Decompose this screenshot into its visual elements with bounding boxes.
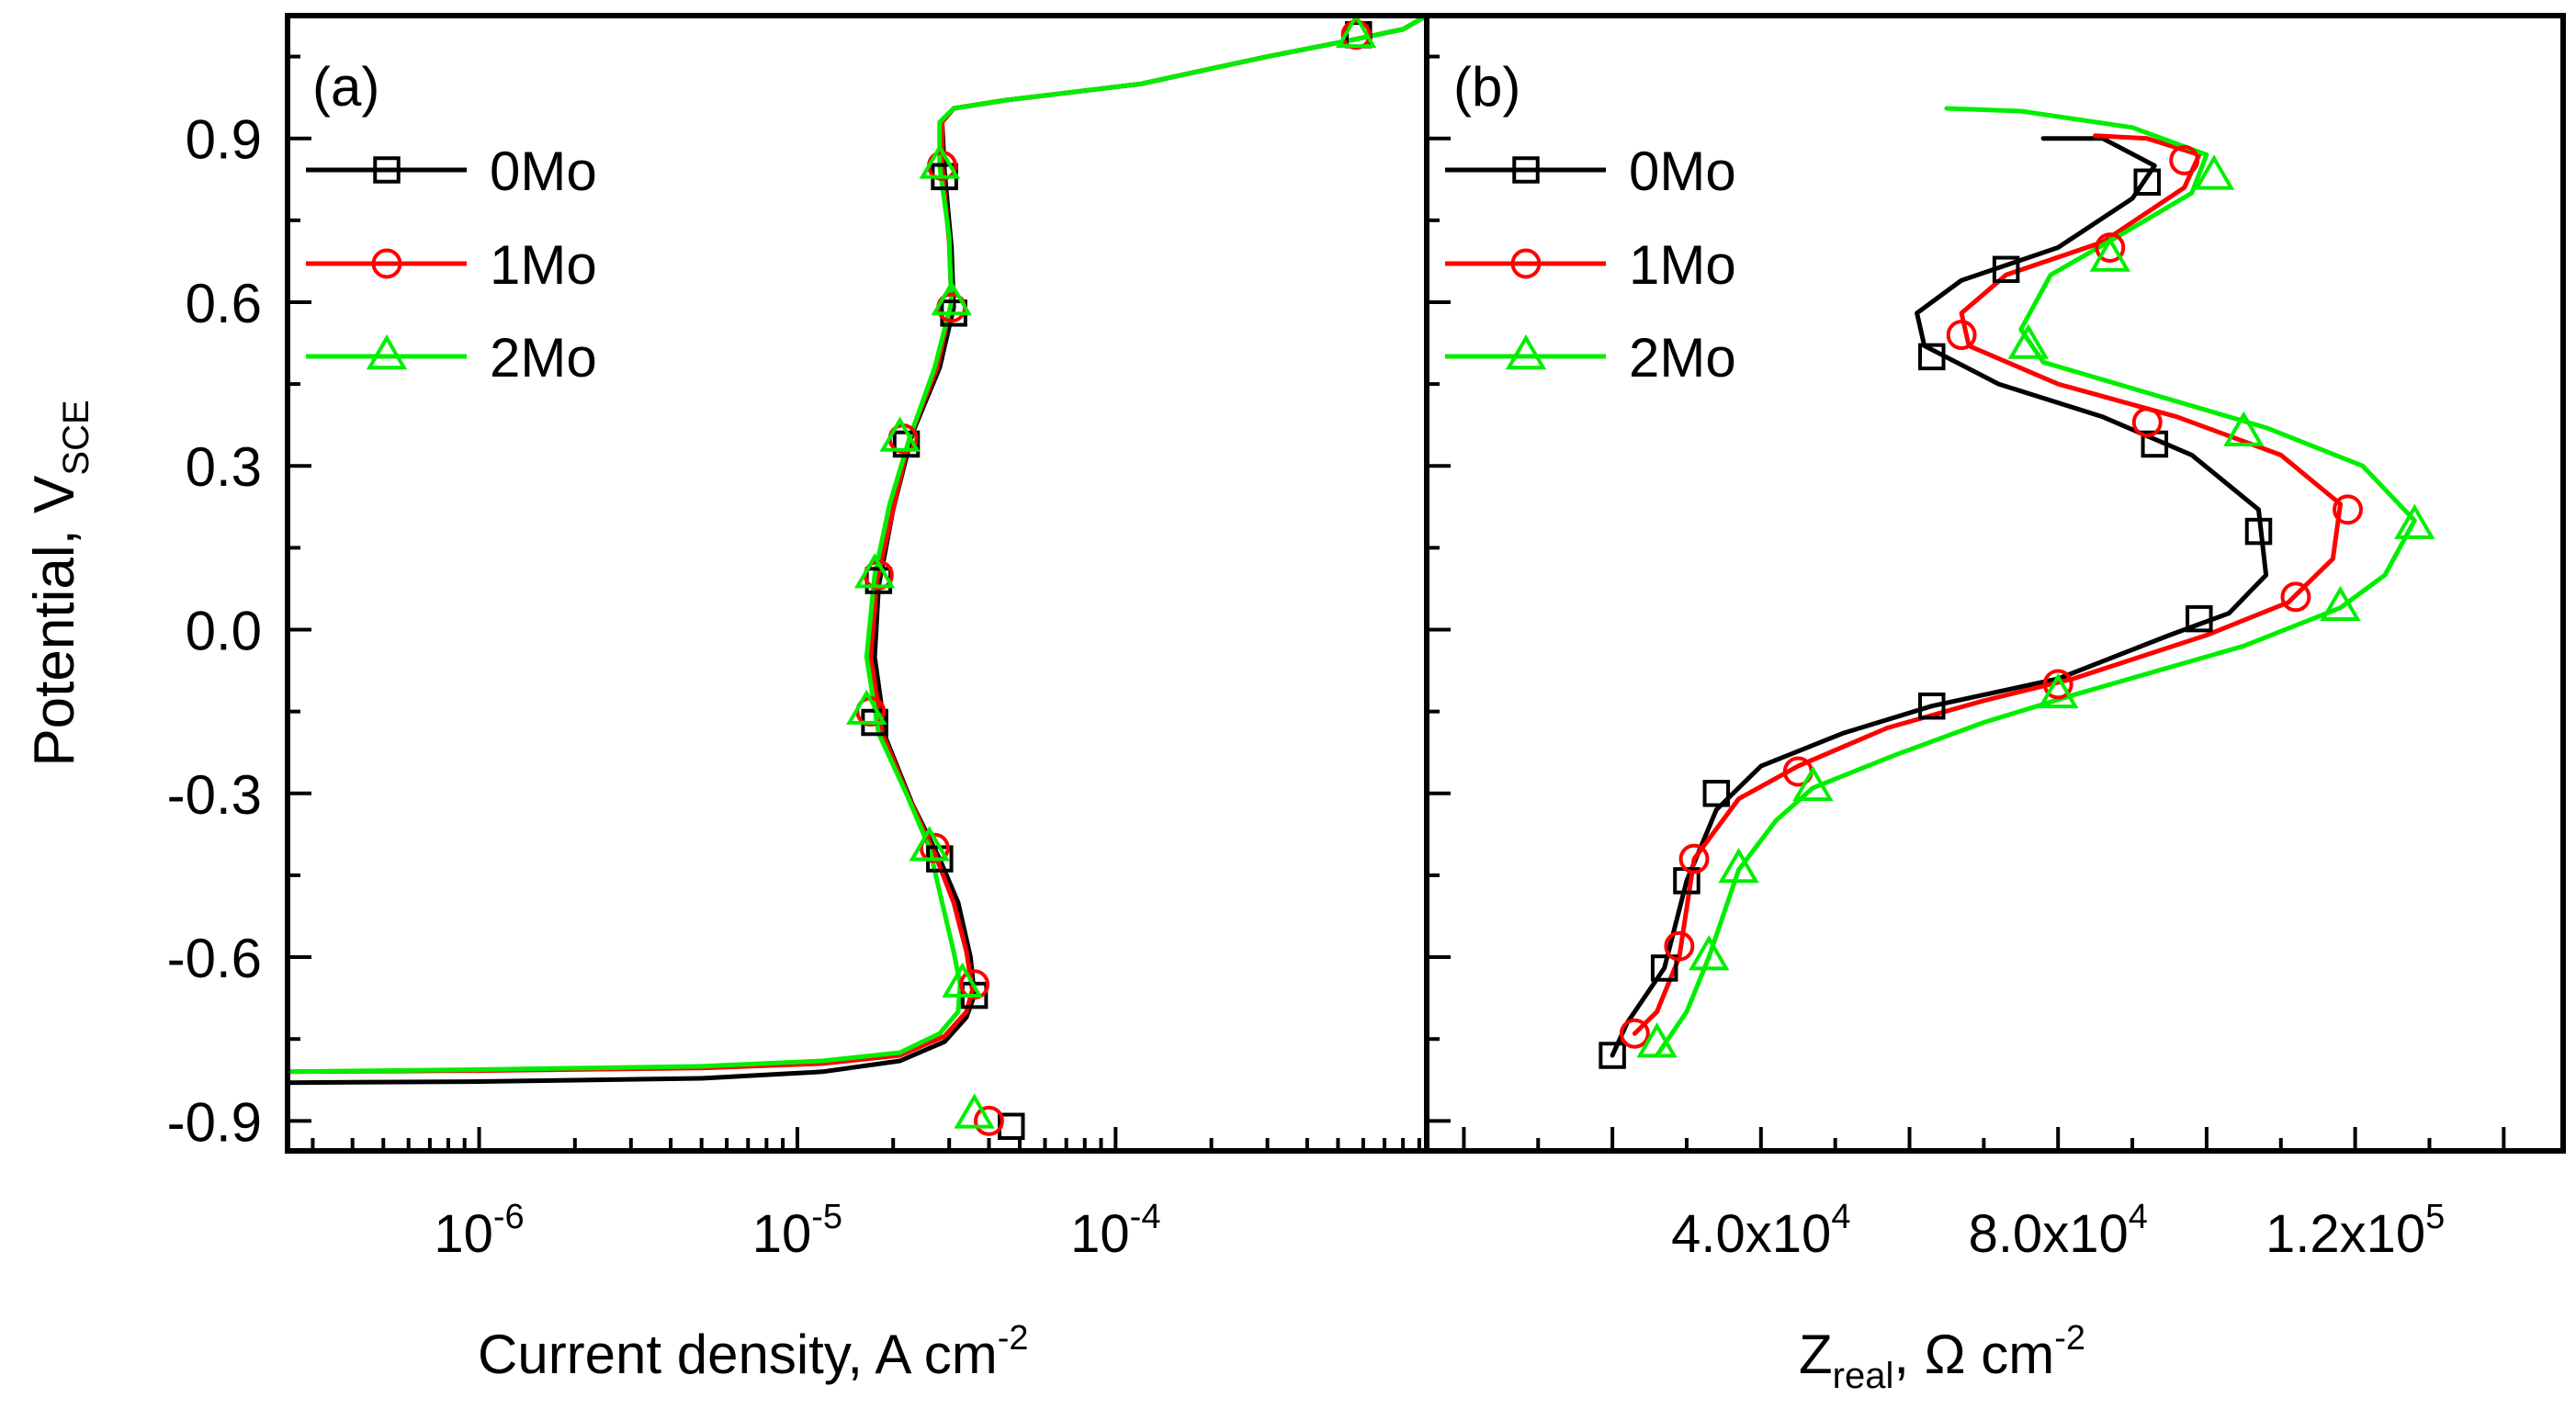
data-point-0Mo-4: [1918, 692, 1946, 720]
y-tick-label: -0.9: [167, 1091, 262, 1153]
data-point-1Mo-6: [2333, 494, 2363, 525]
legend-label-2Mo: 2Mo: [1629, 327, 1736, 389]
data-point-2Mo-3: [853, 553, 896, 589]
data-point-2Mo-1: [931, 279, 972, 316]
data-point-0Mo-6: [2244, 517, 2273, 546]
panel-a-x-axis-label: Current density, A cm-2: [478, 1319, 1029, 1385]
data-point-1Mo-6: [959, 969, 990, 1000]
legend-label-1Mo: 1Mo: [490, 234, 597, 296]
panel-b-frame: [1424, 13, 2566, 1154]
x-tick-label: 10-6: [434, 1198, 524, 1264]
y-tick-label: 0.9: [186, 109, 262, 171]
data-point-2Mo-5: [909, 826, 950, 862]
data-point-1Mo-5: [2280, 581, 2311, 613]
data-point-0Mo-10: [2133, 168, 2161, 196]
legend-marker-2Mo: [1505, 333, 1547, 370]
legend-marker-1Mo: [1510, 248, 1542, 279]
data-point-2Mo-6: [2394, 503, 2435, 539]
panel-a-ticks: 0.9 0.6 0.3 0.0 -0.3 -0.6 -0.9 10-6 10-5 10-4: [167, 54, 1421, 1264]
data-point-0Mo-0: [1599, 1042, 1626, 1069]
data-point-1Mo-4: [2042, 669, 2073, 700]
legend-marker-0Mo: [373, 156, 401, 184]
y-tick-label: 0.0: [186, 601, 262, 662]
data-point-2Mo-6: [942, 962, 983, 998]
data-point-2Mo-2: [879, 416, 921, 452]
series-line-1Mo: [1632, 133, 2343, 1036]
data-point-2Mo-7: [2223, 411, 2265, 446]
legend-label-0Mo: 0Mo: [1629, 141, 1736, 202]
data-point-2Mo-1: [1689, 935, 1730, 971]
panel-b-x-axis-label: Zreal, Ω cm-2: [1799, 1319, 2085, 1396]
data-point-2Mo-2: [1718, 847, 1759, 884]
legend-marker-1Mo: [371, 248, 402, 279]
data-point-1Mo-7: [974, 1105, 1004, 1136]
data-point-1Mo-7: [2131, 407, 2163, 438]
data-point-2Mo-4: [2038, 672, 2079, 709]
x-tick-label: 10-5: [752, 1198, 842, 1264]
y-tick-label: -0.3: [167, 764, 262, 826]
series-line-1Mo: [288, 16, 1427, 1075]
panel-a-y-axis-label: Potential, VSCE: [23, 400, 96, 766]
data-point-1Mo-1: [1664, 930, 1695, 962]
legend-label-2Mo: 2Mo: [490, 327, 597, 389]
data-point-0Mo-8: [1918, 343, 1946, 371]
data-point-0Mo-3: [1702, 780, 1731, 807]
panel-b-label: (b): [1453, 56, 1520, 118]
data-point-2Mo-0: [1636, 1022, 1678, 1058]
x-tick-label: 1.2x105: [2265, 1198, 2445, 1264]
y-tick-label: 0.6: [186, 273, 262, 334]
series-line-0Mo: [288, 16, 1427, 1086]
x-tick-label: 10-4: [1070, 1198, 1160, 1264]
series-line-2Mo: [288, 16, 1427, 1075]
data-point-1Mo-10: [2169, 145, 2200, 175]
legend-label-1Mo: 1Mo: [1629, 234, 1736, 296]
y-tick-label: 0.3: [186, 436, 262, 498]
panel-a-label: (a): [312, 56, 379, 118]
panel-b-ticks: 4.0x104 8.0x104 1.2x105: [1427, 54, 2506, 1264]
data-point-2Mo-10: [2193, 154, 2235, 190]
data-point-1Mo-8: [1340, 19, 1372, 51]
legend-label-0Mo: 0Mo: [490, 141, 597, 202]
data-point-2Mo-8: [2007, 323, 2050, 359]
legend-marker-2Mo: [366, 333, 408, 370]
data-point-1Mo-5: [919, 832, 950, 863]
legend-marker-0Mo: [1512, 156, 1540, 184]
data-point-2Mo-3: [1792, 765, 1834, 802]
panel-a-plot-area: [288, 16, 1427, 1141]
panel-a-legend: 0Mo 1Mo 2Mo: [306, 141, 597, 389]
data-point-0Mo-9: [1992, 255, 2020, 284]
x-tick-label: 8.0x104: [1969, 1198, 2148, 1264]
data-point-2Mo-5: [2320, 585, 2361, 622]
panel-a-frame: [285, 13, 1429, 1154]
data-point-1Mo-2: [1678, 843, 1710, 874]
series-line-2Mo: [1655, 106, 2417, 1058]
panel-b: 4.0x104 8.0x104 1.2x105 (b) 0Mo 1Mo 2Mo Zrea…: [1424, 13, 2566, 1396]
data-point-0Mo-1: [1650, 954, 1678, 982]
data-point-2Mo-4: [846, 689, 887, 725]
x-tick-label: 4.0x104: [1671, 1198, 1850, 1264]
panel-b-plot-area: [1599, 106, 2435, 1069]
data-point-1Mo-8: [1946, 320, 1977, 351]
data-point-1Mo-0: [1619, 1018, 1650, 1049]
data-point-2Mo-7: [954, 1093, 995, 1129]
panel-a: 0.9 0.6 0.3 0.0 -0.3 -0.6 -0.9 10-6 10-5 10-4 (a)…: [23, 13, 1429, 1385]
data-point-1Mo-9: [2095, 232, 2126, 263]
panel-b-legend: 0Mo 1Mo 2Mo: [1445, 141, 1736, 389]
y-tick-label: -0.6: [167, 928, 262, 989]
data-point-2Mo-0: [919, 143, 961, 179]
data-point-0Mo-5: [2186, 604, 2213, 633]
data-point-2Mo-9: [2089, 236, 2131, 272]
data-point-2Mo-8: [1335, 16, 1377, 49]
